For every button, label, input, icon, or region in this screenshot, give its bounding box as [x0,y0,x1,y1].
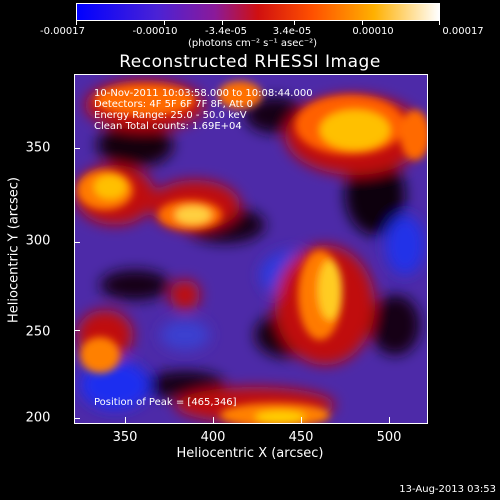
x-axis-title: Heliocentric X (arcsec) [176,446,324,461]
colorbar [76,3,440,21]
colorbar-tick [362,20,363,25]
y-tick [74,148,80,149]
y-tick [74,242,80,243]
x-tick-label: 350 [112,430,138,445]
y-tick-label: 350 [25,140,51,156]
y-tick-label: 300 [25,233,51,249]
y-tick-label: 200 [25,410,51,426]
y-axis-title: Heliocentric Y (arcsec) [6,177,22,323]
colorbar-tick [222,20,223,25]
y-tick [74,418,80,419]
x-tick [125,417,126,423]
colorbar-tick [294,20,295,25]
x-tick-label: 450 [288,430,314,445]
colorbar-tick-label: -0.00010 [132,26,178,37]
colorbar-units: (photons cm⁻² s⁻¹ asec⁻²) [188,38,318,49]
y-tick-label: 250 [25,324,51,340]
colorbar-tick-label: 3.4e-05 [272,26,312,37]
x-tick [301,417,302,423]
rhessi-image [74,74,428,424]
colorbar-tick-label: -3.4e-05 [205,26,247,37]
colorbar-tick [439,20,440,25]
y-tick [74,330,80,331]
colorbar-tick-label: -0.00017 [40,26,85,37]
x-tick-label: 400 [200,430,226,445]
detectors-text: Detectors: 4F 5F 6F 7F 8F, Att 0 [94,99,254,110]
x-tick-label: 500 [376,430,402,445]
clean-counts-text: Clean Total counts: 1.69E+04 [94,121,242,132]
date-stamp: 13-Aug-2013 03:53 [399,484,496,495]
energy-range-text: Energy Range: 25.0 - 50.0 keV [94,110,247,121]
colorbar-tick [164,20,165,25]
time-range-text: 10-Nov-2011 10:03:58.000 to 10:08:44.000 [94,88,313,99]
x-tick [389,417,390,423]
image-title: Reconstructed RHESSI Image [119,52,381,72]
colorbar-tick-label: 0.00017 [442,26,484,37]
colorbar-tick [76,20,77,25]
colorbar-tick-label: 0.00010 [352,26,394,37]
peak-position-text: Position of Peak = [465,346] [94,397,237,408]
x-tick [213,417,214,423]
